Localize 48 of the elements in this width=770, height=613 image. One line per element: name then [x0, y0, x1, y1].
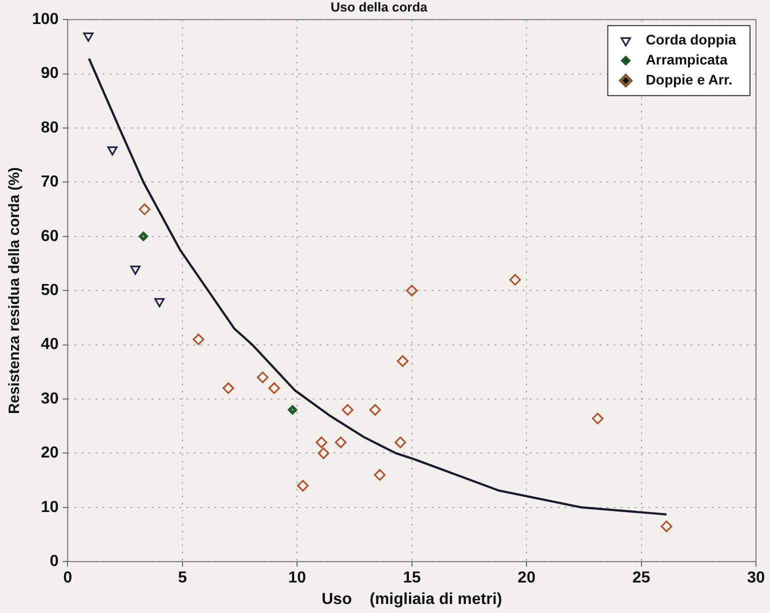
y-tick-label: 20 — [40, 444, 59, 462]
y-tick-label: 30 — [40, 390, 59, 408]
x-tick-label: 15 — [402, 570, 421, 587]
point — [138, 232, 148, 241]
point — [509, 274, 521, 286]
y-tick-label: 90 — [40, 65, 59, 82]
x-tick-label: 25 — [632, 570, 650, 587]
point — [107, 146, 118, 156]
y-tick-label: 50 — [40, 282, 59, 300]
y-tick-label: 100 — [32, 11, 59, 28]
point — [396, 355, 408, 367]
point — [288, 405, 298, 414]
y-tick-label: 10 — [40, 498, 59, 516]
point — [138, 204, 150, 216]
point — [660, 520, 672, 532]
point — [130, 266, 141, 275]
point — [316, 436, 328, 448]
y-axis-title: Resistenza residua della corda (%) — [6, 167, 24, 414]
point — [222, 382, 234, 394]
point — [83, 32, 94, 42]
y-tick-label: 80 — [40, 119, 59, 136]
x-tick-label: 0 — [63, 570, 72, 587]
x-axis-title: Uso (migliaia di metri) — [322, 590, 502, 608]
legend-label: Corda doppia — [646, 31, 736, 48]
point — [374, 469, 386, 481]
point — [318, 447, 330, 459]
point — [406, 284, 418, 296]
point — [256, 372, 269, 384]
x-tick-label: 30 — [747, 570, 765, 587]
chart-title: Uso della corda — [330, 0, 428, 14]
point — [154, 298, 165, 308]
y-tick-label: 40 — [40, 336, 59, 354]
point — [394, 436, 406, 448]
y-tick-label: 70 — [40, 174, 59, 191]
point — [268, 382, 280, 394]
x-tick-label: 5 — [178, 570, 187, 587]
point — [592, 412, 604, 424]
legend-label: Doppie e Arr. — [646, 71, 732, 88]
x-tick-label: 20 — [518, 570, 536, 587]
point — [342, 404, 354, 416]
legend-label: Arrampicata — [646, 51, 728, 68]
point — [369, 404, 381, 416]
y-tick-label: 60 — [40, 228, 59, 245]
y-tick-label: 0 — [50, 553, 59, 570]
x-tick-label: 10 — [288, 570, 306, 587]
point — [334, 436, 347, 448]
point — [192, 334, 204, 346]
point — [297, 480, 309, 492]
